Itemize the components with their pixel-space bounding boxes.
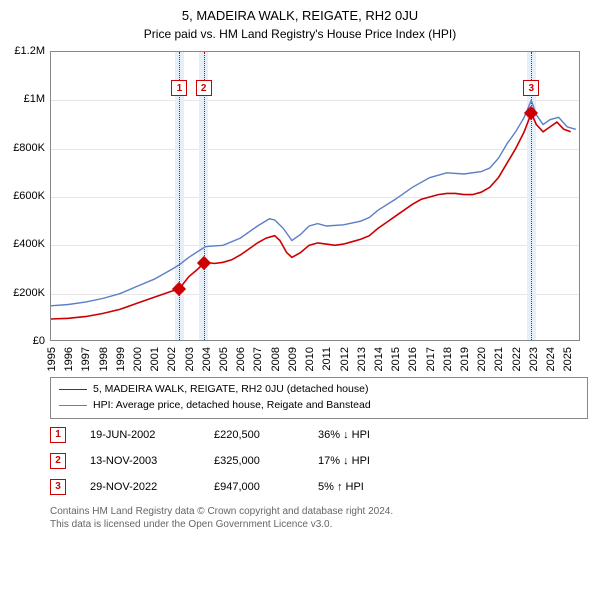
series-hpi — [51, 100, 576, 305]
x-tick-label: 2017 — [425, 347, 437, 371]
footer-line-2: This data is licensed under the Open Gov… — [50, 518, 588, 532]
event-delta: 36% ↓ HPI — [318, 429, 408, 441]
x-tick-label: 2015 — [390, 347, 402, 371]
chart-title: 5, MADEIRA WALK, REIGATE, RH2 0JU — [12, 8, 588, 23]
x-tick-label: 1995 — [46, 347, 58, 371]
legend-label: 5, MADEIRA WALK, REIGATE, RH2 0JU (detac… — [93, 382, 368, 398]
plot-area: 123 — [50, 51, 580, 341]
x-tick-label: 2023 — [528, 347, 540, 371]
x-tick-label: 2013 — [356, 347, 368, 371]
x-tick-label: 2004 — [201, 347, 213, 371]
chart-wrap: 123 £0£200K£400K£600K£800K£1M£1.2M199519… — [50, 51, 588, 341]
legend-swatch — [59, 405, 87, 406]
chart-subtitle: Price paid vs. HM Land Registry's House … — [12, 27, 588, 41]
x-tick-label: 2014 — [373, 347, 385, 371]
x-tick-label: 2021 — [493, 347, 505, 371]
event-row: 1 19-JUN-2002 £220,500 36% ↓ HPI — [50, 427, 588, 443]
x-tick-label: 2001 — [149, 347, 161, 371]
x-tick-label: 2007 — [252, 347, 264, 371]
x-tick-label: 2018 — [442, 347, 454, 371]
event-row: 2 13-NOV-2003 £325,000 17% ↓ HPI — [50, 453, 588, 469]
legend-row: HPI: Average price, detached house, Reig… — [59, 398, 579, 414]
event-delta: 5% ↑ HPI — [318, 481, 408, 493]
x-tick-label: 2003 — [184, 347, 196, 371]
event-number-box: 1 — [50, 427, 66, 443]
y-tick-label: £400K — [13, 238, 50, 250]
x-tick-label: 2019 — [459, 347, 471, 371]
events-table: 1 19-JUN-2002 £220,500 36% ↓ HPI 2 13-NOV-200… — [50, 427, 588, 495]
x-tick-label: 2025 — [562, 347, 574, 371]
footer: Contains HM Land Registry data © Crown c… — [50, 505, 588, 532]
y-tick-label: £1M — [24, 93, 50, 105]
x-tick-label: 2009 — [287, 347, 299, 371]
y-tick-label: £600K — [13, 190, 50, 202]
event-price: £325,000 — [214, 455, 294, 467]
y-tick-label: £0 — [33, 335, 50, 347]
y-tick-label: £1.2M — [14, 45, 50, 57]
event-price: £947,000 — [214, 481, 294, 493]
x-tick-label: 2006 — [235, 347, 247, 371]
x-tick-label: 2022 — [511, 347, 523, 371]
x-tick-label: 1997 — [80, 347, 92, 371]
event-row: 3 29-NOV-2022 £947,000 5% ↑ HPI — [50, 479, 588, 495]
x-tick-label: 2005 — [218, 347, 230, 371]
legend-label: HPI: Average price, detached house, Reig… — [93, 398, 371, 414]
x-tick-label: 2002 — [166, 347, 178, 371]
x-tick-label: 2000 — [132, 347, 144, 371]
x-tick-label: 2012 — [339, 347, 351, 371]
event-price: £220,500 — [214, 429, 294, 441]
event-date: 19-JUN-2002 — [90, 429, 190, 441]
x-tick-label: 2011 — [321, 347, 333, 371]
event-delta: 17% ↓ HPI — [318, 455, 408, 467]
series-property — [51, 113, 571, 319]
x-tick-label: 1996 — [63, 347, 75, 371]
event-number-box: 3 — [50, 479, 66, 495]
y-tick-label: £800K — [13, 142, 50, 154]
y-tick-label: £200K — [13, 287, 50, 299]
line-series-svg — [51, 52, 580, 341]
x-tick-label: 2008 — [270, 347, 282, 371]
x-tick-label: 2016 — [407, 347, 419, 371]
event-date: 29-NOV-2022 — [90, 481, 190, 493]
legend-swatch — [59, 389, 87, 390]
x-tick-label: 1999 — [115, 347, 127, 371]
x-tick-label: 2010 — [304, 347, 316, 371]
event-number-box: 2 — [50, 453, 66, 469]
x-tick-label: 2024 — [545, 347, 557, 371]
footer-line-1: Contains HM Land Registry data © Crown c… — [50, 505, 588, 519]
legend: 5, MADEIRA WALK, REIGATE, RH2 0JU (detac… — [50, 377, 588, 419]
legend-row: 5, MADEIRA WALK, REIGATE, RH2 0JU (detac… — [59, 382, 579, 398]
event-date: 13-NOV-2003 — [90, 455, 190, 467]
x-tick-label: 2020 — [476, 347, 488, 371]
x-tick-label: 1998 — [98, 347, 110, 371]
